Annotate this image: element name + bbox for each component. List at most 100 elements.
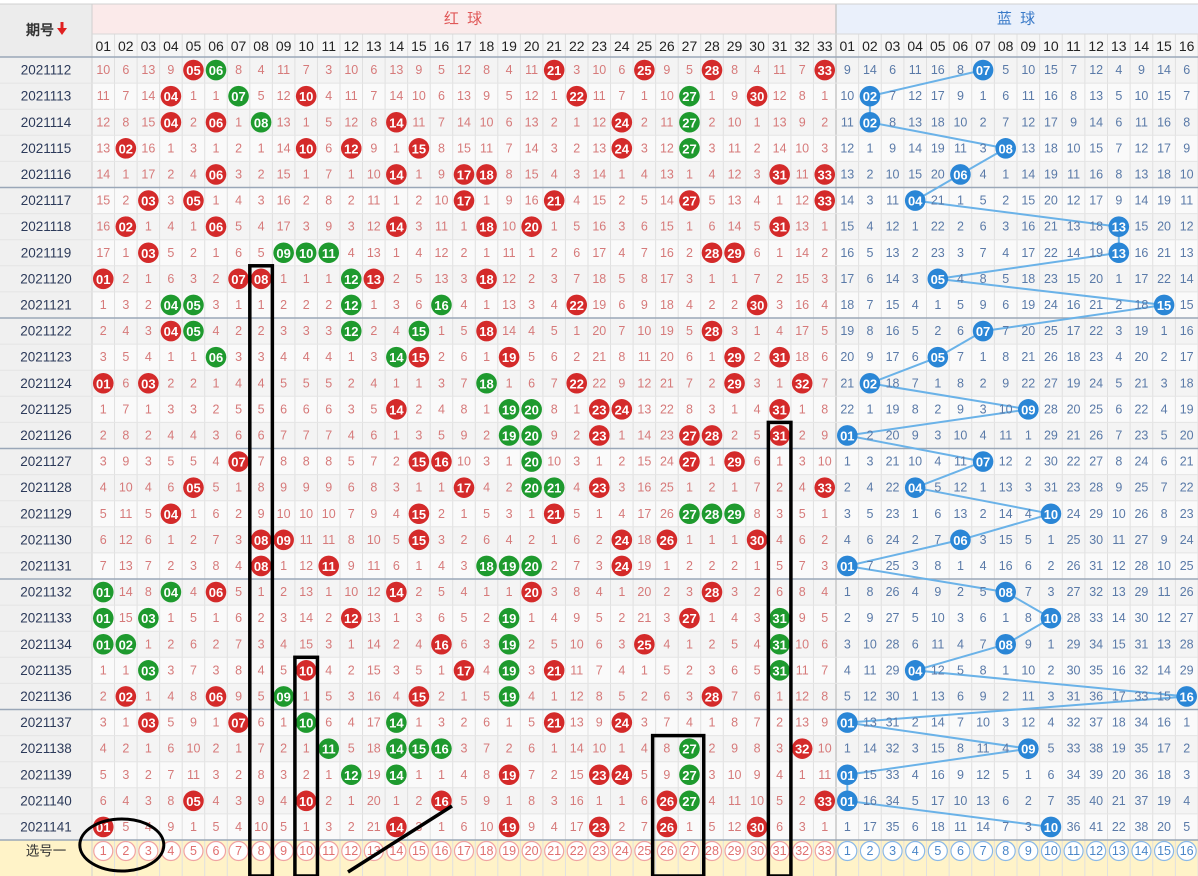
select-red-ball[interactable] — [679, 840, 700, 862]
select-blue-number[interactable]: 4 — [912, 844, 919, 858]
select-red-number[interactable]: 25 — [637, 844, 651, 858]
select-blue-number[interactable]: 16 — [1180, 844, 1194, 858]
select-red-ball[interactable] — [250, 840, 272, 862]
select-blue-number[interactable]: 1 — [844, 844, 851, 858]
select-red-number[interactable]: 31 — [773, 844, 787, 858]
omission-count: 2 — [912, 246, 919, 260]
omission-count: 16 — [1112, 663, 1126, 677]
select-red-number[interactable]: 30 — [750, 844, 764, 858]
select-blue-ball[interactable] — [1108, 840, 1129, 862]
select-red-number[interactable]: 18 — [480, 844, 494, 858]
ball-number: 02 — [119, 141, 133, 156]
select-red-ball[interactable] — [656, 840, 678, 862]
select-blue-number[interactable]: 7 — [980, 844, 987, 858]
select-blue-ball[interactable] — [1131, 840, 1152, 862]
select-red-number[interactable]: 8 — [258, 844, 265, 858]
select-blue-number[interactable]: 6 — [957, 844, 964, 858]
select-red-number[interactable]: 26 — [660, 844, 674, 858]
select-red-number[interactable]: 16 — [435, 844, 449, 858]
select-red-ball[interactable] — [408, 840, 430, 862]
select-red-number[interactable]: 32 — [795, 844, 809, 858]
select-blue-number[interactable]: 13 — [1112, 844, 1126, 858]
select-red-number[interactable]: 1 — [100, 844, 107, 858]
select-red-number[interactable]: 12 — [344, 844, 358, 858]
select-red-number[interactable]: 22 — [570, 844, 584, 858]
select-blue-ball[interactable] — [1176, 840, 1197, 862]
select-red-ball[interactable] — [431, 840, 452, 862]
select-blue-number[interactable]: 10 — [1044, 844, 1058, 858]
select-blue-number[interactable]: 8 — [1002, 844, 1009, 858]
select-red-number[interactable]: 7 — [235, 844, 242, 858]
select-red-ball[interactable] — [228, 840, 249, 862]
select-red-ball[interactable] — [205, 840, 227, 862]
select-red-ball[interactable] — [769, 840, 790, 862]
select-red-ball[interactable] — [566, 840, 587, 862]
select-red-number[interactable]: 33 — [818, 844, 832, 858]
select-blue-number[interactable]: 5 — [934, 844, 941, 858]
select-red-number[interactable]: 3 — [145, 844, 152, 858]
select-blue-ball[interactable] — [1086, 840, 1107, 862]
select-red-ball[interactable] — [138, 840, 159, 862]
select-blue-ball[interactable] — [837, 840, 858, 862]
select-blue-ball[interactable] — [859, 840, 881, 862]
select-red-ball[interactable] — [296, 840, 317, 862]
select-red-number[interactable]: 20 — [525, 844, 539, 858]
select-blue-number[interactable]: 11 — [1067, 844, 1080, 858]
select-red-number[interactable]: 19 — [502, 844, 516, 858]
select-blue-ball[interactable] — [995, 840, 1016, 862]
select-red-number[interactable]: 4 — [167, 844, 174, 858]
select-red-number[interactable]: 24 — [615, 844, 629, 858]
select-red-ball[interactable] — [183, 840, 204, 862]
ball-number: 14 — [389, 820, 404, 835]
select-blue-number[interactable]: 3 — [889, 844, 896, 858]
select-red-ball[interactable] — [341, 840, 362, 862]
select-blue-ball[interactable] — [1153, 840, 1175, 862]
select-red-number[interactable]: 27 — [683, 844, 697, 858]
select-blue-number[interactable]: 12 — [1089, 844, 1103, 858]
omission-count: 1 — [415, 376, 422, 390]
select-red-number[interactable]: 17 — [457, 844, 471, 858]
select-red-number[interactable]: 9 — [280, 844, 287, 858]
select-blue-ball[interactable] — [927, 840, 948, 862]
select-red-number[interactable]: 2 — [122, 844, 129, 858]
select-red-number[interactable]: 23 — [592, 844, 606, 858]
select-blue-ball[interactable] — [972, 840, 994, 862]
select-red-number[interactable]: 11 — [322, 844, 335, 858]
omission-count: 15 — [1021, 194, 1035, 208]
select-red-number[interactable]: 14 — [389, 844, 403, 858]
select-red-number[interactable]: 10 — [299, 844, 313, 858]
select-red-ball[interactable] — [611, 840, 632, 862]
select-red-number[interactable]: 5 — [190, 844, 197, 858]
select-red-ball[interactable] — [521, 840, 542, 862]
omission-count: 3 — [122, 298, 129, 312]
select-red-number[interactable]: 29 — [728, 844, 742, 858]
select-blue-number[interactable]: 2 — [866, 844, 873, 858]
select-blue-ball[interactable] — [1063, 840, 1084, 862]
select-red-ball[interactable] — [115, 840, 136, 862]
select-red-ball[interactable] — [589, 840, 610, 862]
select-red-ball[interactable] — [476, 840, 497, 862]
select-red-ball[interactable] — [453, 840, 475, 862]
select-blue-number[interactable]: 9 — [1025, 844, 1032, 858]
select-red-ball[interactable] — [746, 840, 768, 862]
select-blue-ball[interactable] — [905, 840, 926, 862]
select-blue-ball[interactable] — [1040, 840, 1062, 862]
select-blue-ball[interactable] — [1018, 840, 1039, 862]
select-red-ball[interactable] — [93, 840, 114, 862]
select-red-ball[interactable] — [792, 840, 813, 862]
select-red-ball[interactable] — [498, 840, 520, 862]
select-red-number[interactable]: 28 — [705, 844, 719, 858]
select-red-number[interactable]: 15 — [412, 844, 426, 858]
select-red-ball[interactable] — [318, 840, 339, 862]
select-red-ball[interactable] — [273, 840, 294, 862]
select-blue-ball[interactable] — [882, 840, 903, 862]
select-red-ball[interactable] — [814, 840, 835, 862]
select-blue-number[interactable]: 14 — [1134, 844, 1148, 858]
select-red-ball[interactable] — [724, 840, 745, 862]
select-red-number[interactable]: 21 — [547, 844, 561, 858]
omission-count: 9 — [1002, 376, 1009, 390]
select-red-number[interactable]: 6 — [213, 844, 220, 858]
select-blue-ball[interactable] — [950, 840, 971, 862]
select-blue-number[interactable]: 15 — [1157, 844, 1171, 858]
select-red-ball[interactable] — [544, 840, 565, 862]
